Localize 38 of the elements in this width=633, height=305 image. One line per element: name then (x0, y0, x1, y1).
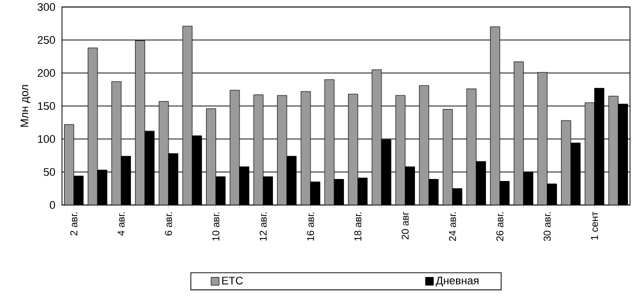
x-tick-label: 20 авг (402, 212, 409, 240)
x-tick-label: 12 авг. (260, 212, 267, 241)
x-tick-label: 30 авг. (544, 212, 551, 242)
y-tick-label: 250 (38, 36, 56, 44)
bar (537, 72, 548, 205)
y-tick-label: 0 (50, 201, 56, 209)
x-tick-label: 1 сент (591, 212, 598, 240)
y-tick-label: 100 (38, 135, 56, 143)
x-tick-label: 6 авг. (164, 212, 172, 236)
bar (608, 96, 618, 205)
x-tick-label: 16 авг. (306, 212, 314, 241)
y-tick-label: 300 (38, 3, 56, 11)
x-tick-label: 18 авг. (354, 212, 362, 241)
bar (206, 108, 216, 205)
bar (182, 26, 192, 205)
bar (561, 120, 572, 205)
bar (324, 79, 334, 205)
x-tick-label: 24 авг. (448, 212, 456, 241)
bar (419, 85, 430, 205)
bar (135, 40, 146, 205)
x-tick-label: 10 авг. (212, 212, 220, 241)
y-tick-label: 50 (44, 168, 56, 176)
bar (490, 26, 500, 205)
y-axis-title: Млн дол (20, 85, 30, 127)
x-tick-label: 4 авг. (118, 212, 125, 236)
bar (277, 95, 288, 205)
x-tick-label: 2 авг. (70, 212, 78, 236)
bar (64, 124, 74, 205)
x-tick-label: 26 авг. (496, 212, 504, 241)
y-tick-label: 200 (38, 69, 56, 77)
bar (348, 94, 358, 205)
bar (395, 95, 406, 205)
legend-label: ETC (222, 276, 243, 284)
y-tick-label: 150 (38, 102, 56, 110)
bar (254, 94, 264, 205)
legend-label: Дневная (436, 276, 478, 286)
bar (466, 88, 476, 205)
bar (111, 81, 122, 205)
